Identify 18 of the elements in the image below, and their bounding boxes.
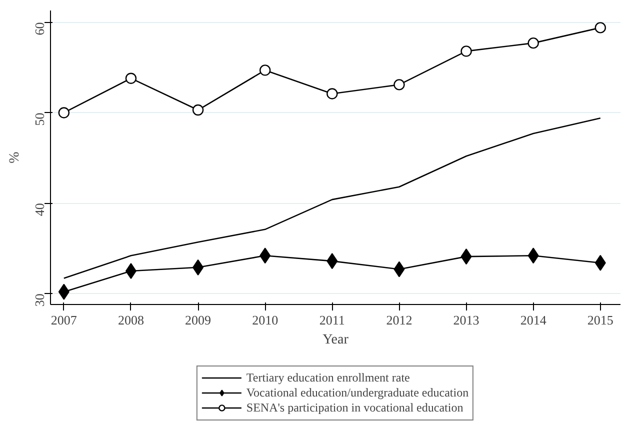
x-tick-label: 2014 <box>520 312 547 328</box>
x-tick-label: 2013 <box>453 312 480 328</box>
x-tick-label: 2015 <box>587 312 614 328</box>
legend-label: Vocational education/undergraduate education <box>246 385 469 400</box>
legend-label: SENA's participation in vocational education <box>246 400 464 415</box>
y-tick-label: 40 <box>32 203 47 216</box>
y-tick-label: 30 <box>32 294 47 307</box>
x-tick-label: 2009 <box>185 312 212 328</box>
y-axis-title: % <box>8 151 22 164</box>
x-tick-label: 2010 <box>252 312 278 328</box>
x-tick-label: 2008 <box>118 312 144 328</box>
x-axis-title: Year <box>322 332 349 348</box>
y-tick-label: 60 <box>32 22 47 36</box>
x-tick-label: 2011 <box>319 312 345 328</box>
x-tick-label: 2007 <box>50 312 78 328</box>
x-tick-label: 2012 <box>386 312 412 328</box>
legend-label: Tertiary education enrollment rate <box>246 370 410 385</box>
y-tick-label: 50 <box>32 112 47 126</box>
